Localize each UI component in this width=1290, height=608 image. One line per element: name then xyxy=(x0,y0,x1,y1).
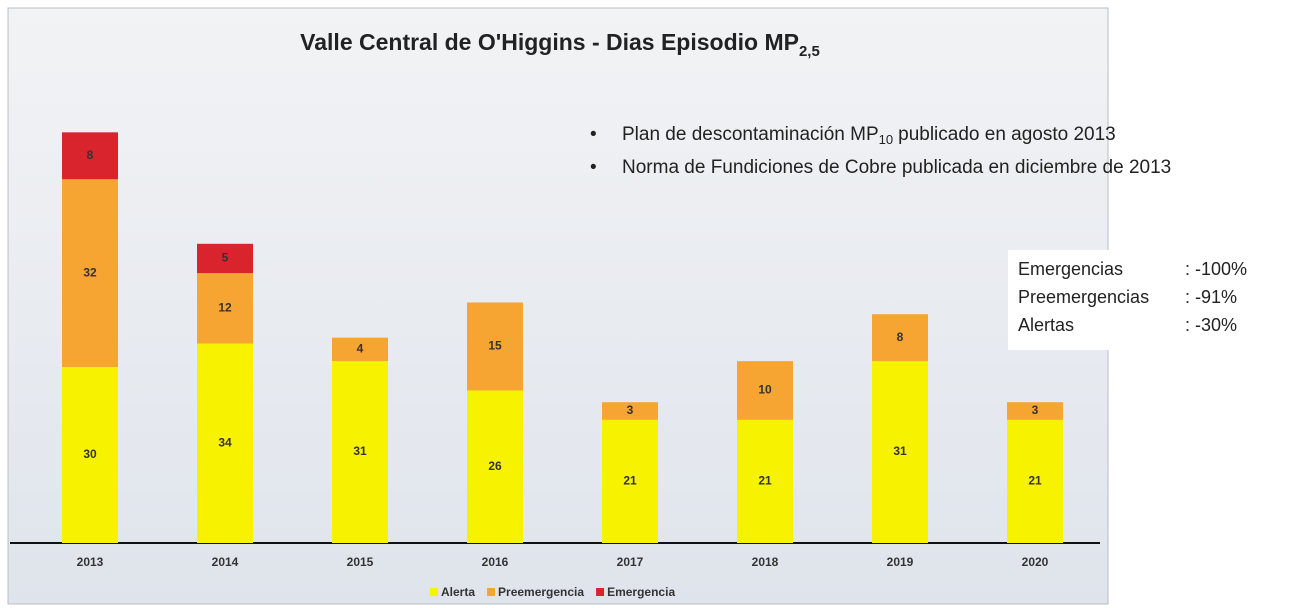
data-label: 12 xyxy=(218,301,232,315)
legend-label: Emergencia xyxy=(607,585,675,599)
legend-swatch xyxy=(487,588,496,596)
data-label: 26 xyxy=(488,459,502,473)
x-tick-label: 2015 xyxy=(347,555,374,569)
annotation: Norma de Fundiciones de Cobre publicada … xyxy=(622,157,1171,178)
data-label: 8 xyxy=(87,148,94,162)
data-label: 5 xyxy=(222,251,229,265)
legend-swatch xyxy=(430,588,438,596)
bar-segment xyxy=(62,132,118,180)
bullet: • xyxy=(590,157,597,178)
annotation: Plan de descontaminación MP10 publicado e… xyxy=(622,124,1116,147)
chart-title: Valle Central de O'Higgins - Dias Episod… xyxy=(300,29,820,60)
summary-label: Preemergencias xyxy=(1018,287,1149,307)
data-label: 3 xyxy=(627,403,634,417)
title-text: Valle Central de O'Higgins - Dias Episod… xyxy=(300,29,799,55)
bar-segment xyxy=(197,343,253,543)
bar-segment xyxy=(602,419,658,543)
bar-segment xyxy=(872,314,928,362)
plot-background xyxy=(7,7,1109,605)
data-label: 30 xyxy=(83,447,97,461)
bar-segment xyxy=(332,337,388,362)
bar-segment xyxy=(1007,419,1063,543)
x-tick-label: 2020 xyxy=(1022,555,1049,569)
summary-value: : -100% xyxy=(1185,259,1247,279)
x-tick-label: 2018 xyxy=(752,555,779,569)
x-tick-label: 2019 xyxy=(887,555,914,569)
bar-segment xyxy=(62,179,118,367)
summary-value: : -30% xyxy=(1185,315,1237,335)
data-label: 34 xyxy=(218,435,232,449)
summary: Emergencias : -100% Preemergencias : -91… xyxy=(1018,259,1247,335)
bar-segment xyxy=(197,243,253,274)
x-tick-label: 2017 xyxy=(617,555,644,569)
bar-segment xyxy=(467,302,523,391)
annotation-subscript: 10 xyxy=(879,132,893,147)
annotation-text: Plan de descontaminación MP xyxy=(622,124,879,145)
data-label: 15 xyxy=(488,339,502,353)
bar-segment xyxy=(332,361,388,543)
summary-box xyxy=(1008,250,1280,350)
data-label: 8 xyxy=(897,330,904,344)
annotations: • Plan de descontaminación MP10 publicado… xyxy=(590,124,1171,178)
data-label: 4 xyxy=(357,342,364,356)
summary-label: Emergencias xyxy=(1018,259,1123,279)
bar-segment xyxy=(467,390,523,543)
data-label: 32 xyxy=(83,265,97,279)
bar-segment xyxy=(737,361,793,420)
summary-label: Alertas xyxy=(1018,315,1074,335)
legend-label: Alerta xyxy=(441,585,475,599)
legend-label: Preemergencia xyxy=(498,585,584,599)
x-tick-label: 2013 xyxy=(77,555,104,569)
legend-swatch xyxy=(596,588,605,596)
summary-value: : -91% xyxy=(1185,287,1237,307)
data-label: 21 xyxy=(623,474,637,488)
data-label: 21 xyxy=(1028,474,1042,488)
bar-segment xyxy=(197,273,253,344)
bar-segment xyxy=(872,361,928,543)
bar-segment xyxy=(62,367,118,543)
x-tick-label: 2014 xyxy=(212,555,239,569)
data-label: 10 xyxy=(758,383,772,397)
bar-segment xyxy=(1007,402,1063,420)
data-label: 21 xyxy=(758,474,772,488)
data-label: 31 xyxy=(893,444,907,458)
annotation-text: publicado en agosto 2013 xyxy=(898,124,1116,145)
bullet: • xyxy=(590,124,597,145)
bar-segment xyxy=(602,402,658,420)
data-label: 31 xyxy=(353,444,367,458)
title-subscript: 2,5 xyxy=(799,43,820,60)
x-tick-label: 2016 xyxy=(482,555,509,569)
bar-segment xyxy=(737,419,793,543)
data-label: 3 xyxy=(1032,403,1039,417)
